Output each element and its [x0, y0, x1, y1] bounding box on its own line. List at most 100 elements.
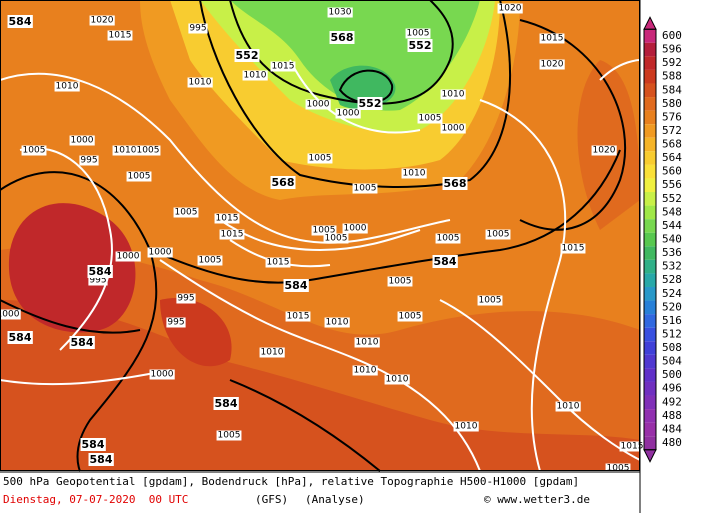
pressure-label: 1010: [56, 82, 79, 92]
pressure-label: 995: [189, 24, 206, 34]
label-box: [270, 176, 296, 189]
pressure-label: 1000: [149, 248, 172, 258]
scale-label: 540: [662, 233, 682, 246]
pressure-label: 1020: [541, 60, 564, 70]
pressure-label: 1005: [607, 464, 630, 474]
pressure-label: 1020: [499, 4, 522, 14]
pressure-label: 1015: [621, 442, 644, 452]
geopotential-label: 584: [285, 279, 308, 292]
label-box: [435, 233, 461, 244]
scale-swatch: [644, 341, 656, 355]
scale-frame: [643, 28, 657, 451]
contour: [439, 299, 641, 461]
scale-swatch: [644, 273, 656, 287]
scale-label: 572: [662, 124, 682, 137]
scale-swatch: [644, 381, 656, 396]
scale-label: 488: [662, 409, 682, 422]
label-box: [80, 438, 106, 451]
label-box: [539, 33, 565, 44]
label-box: [7, 15, 33, 28]
pressure-label: 1005: [479, 296, 502, 306]
pressure-label: 1005: [175, 208, 198, 218]
scale-swatch: [644, 42, 656, 57]
label-box: [88, 275, 108, 286]
pressure-label: 1015: [287, 312, 310, 322]
contour: [479, 99, 567, 472]
pressure-label: 1005: [437, 234, 460, 244]
scale-swatch: [644, 300, 656, 315]
label-box: [188, 23, 208, 34]
pressure-label: 1010: [114, 146, 137, 156]
contour: [0, 299, 141, 334]
label-box: [387, 276, 413, 287]
label-box: [69, 135, 95, 146]
pressure-label: 1015: [541, 34, 564, 44]
label-box: [384, 374, 410, 385]
scale-swatch: [644, 354, 656, 369]
label-box: [485, 229, 511, 240]
scale-swatch: [644, 192, 656, 206]
scale-label: 556: [662, 178, 682, 191]
scale-label: 552: [662, 192, 682, 205]
label-box: [214, 213, 240, 224]
pressure-label: 995: [89, 276, 106, 286]
temperature-zone: [230, 0, 480, 111]
label-box: [216, 430, 242, 441]
label-box: [219, 229, 245, 240]
scale-label: 532: [662, 260, 682, 273]
label-box: [619, 441, 645, 452]
label-box: [242, 70, 268, 81]
pressure-label: 1015: [109, 31, 132, 41]
pressure-label: 1015: [221, 230, 244, 240]
date: Dienstag, 07-07-2020 00 UTC: [3, 493, 188, 506]
scale-swatch: [644, 110, 656, 125]
scale-label: 596: [662, 43, 682, 56]
label-box: [357, 97, 383, 110]
scale-label: 560: [662, 165, 682, 178]
geopotential-label: 568: [444, 177, 467, 190]
scale-label: 580: [662, 97, 682, 110]
label-box: [401, 168, 427, 179]
label-box: [342, 223, 368, 234]
scale-label: 492: [662, 395, 682, 408]
geopotential-label: 568: [331, 31, 354, 44]
pressure-label: 1005: [199, 256, 222, 266]
scale-label: 484: [662, 422, 682, 435]
label-box: [324, 317, 350, 328]
contour: [289, 59, 421, 134]
pressure-label: 1010: [354, 366, 377, 376]
scale-swatch: [644, 409, 656, 423]
geopotential-label: 568: [272, 176, 295, 189]
pressure-label: 1000: [151, 370, 174, 380]
scale-swatch: [644, 83, 656, 98]
scale-swatch: [644, 395, 656, 410]
label-box: [176, 293, 196, 304]
label-box: [305, 99, 331, 110]
label-box: [21, 145, 47, 156]
pressure-label: 1020: [593, 146, 616, 156]
caption: 500 hPa Geopotential [gpdam], Bodendruck…: [3, 475, 579, 488]
pressure-label: 1010: [403, 169, 426, 179]
scale-swatch: [644, 422, 656, 437]
geopotential-label: 584: [89, 265, 112, 278]
pressure-label: 1005: [313, 226, 336, 236]
label-box: [135, 145, 161, 156]
label-box: [329, 31, 355, 44]
label-box: [407, 39, 433, 52]
scale-label: 520: [662, 300, 682, 313]
scale-swatch: [644, 232, 656, 247]
temperature-zone: [8, 203, 136, 333]
label-box: [323, 233, 349, 244]
label-box: [354, 337, 380, 348]
scale-label: 480: [662, 436, 682, 449]
pressure-label: 1000: [117, 252, 140, 262]
label-box: [432, 255, 458, 268]
label-box: [335, 108, 361, 119]
pressure-label: 1010: [244, 71, 267, 81]
pressure-label: 1005: [354, 184, 377, 194]
model: (GFS): [255, 493, 288, 506]
pressure-label: 995: [167, 318, 184, 328]
label-box: [285, 311, 311, 322]
